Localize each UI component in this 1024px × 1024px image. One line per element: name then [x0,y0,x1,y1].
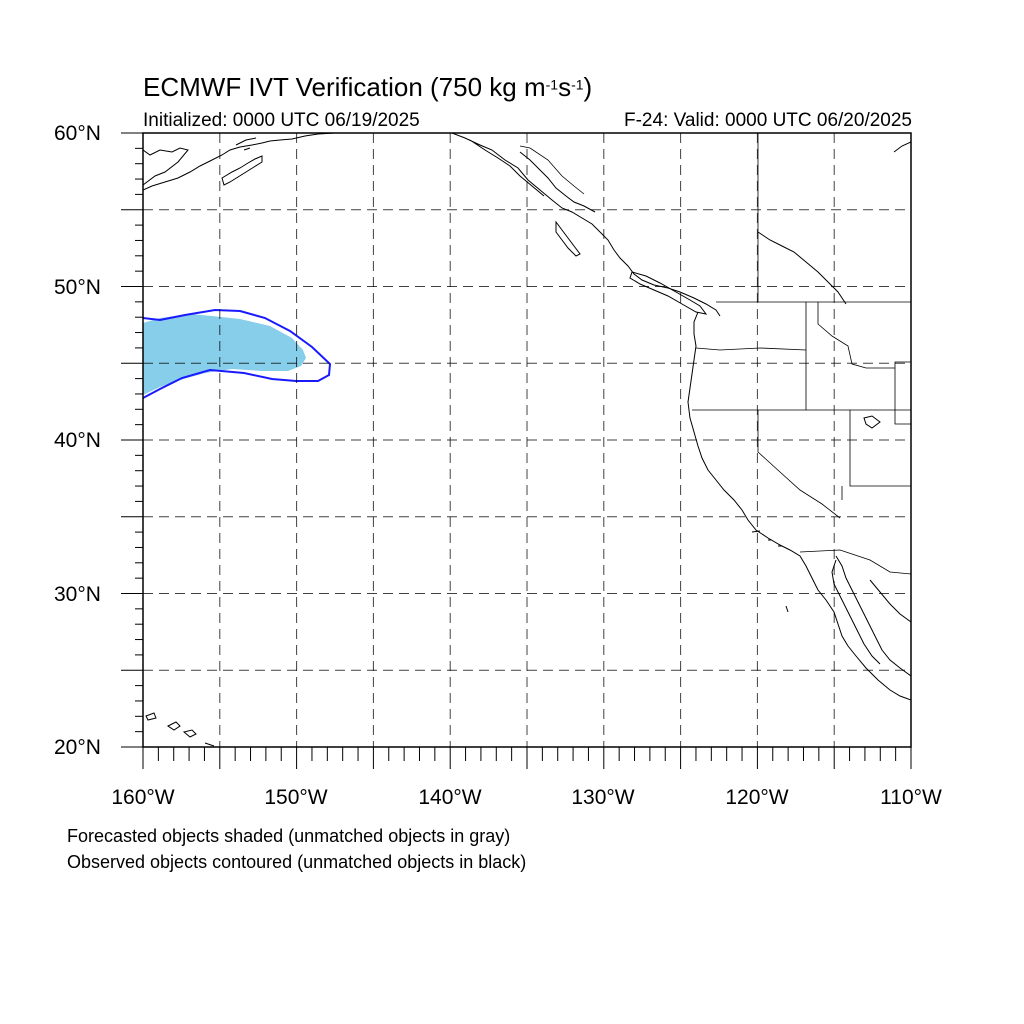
alaska-islands [235,137,257,151]
alaska-coast [143,133,336,191]
lon-label-130: 130°W [571,786,635,809]
lat-label-30: 30°N [54,583,101,606]
mexico-coast [869,579,911,623]
lat-label-40: 40°N [54,429,101,452]
title-mid: s [558,72,572,102]
lat-label-20: 20°N [54,736,101,759]
gulf-of-california [831,555,911,677]
map-plot [143,133,911,747]
note-observed: Observed objects contoured (unmatched ob… [67,852,527,872]
lon-label-140: 140°W [418,786,482,809]
us-west-coast [687,311,911,701]
forecast-object-shade [143,314,306,395]
title-exp2: -1 [571,76,584,93]
title-text: ECMWF IVT Verification (750 kg m [143,72,546,102]
lat-label-60: 60°N [54,122,101,145]
title-end: ) [583,72,593,102]
note-forecast: Forecasted objects shaded (unmatched obj… [67,826,511,846]
title-exp1: -1 [545,76,559,93]
lon-label-120: 120°W [725,786,789,809]
observed-object-contour [143,308,332,399]
ne-coast [893,141,911,153]
initialized-label: Initialized: 0000 UTC 06/19/2025 [143,110,420,131]
vancouver-island [629,271,708,315]
hawaii-islands [145,712,215,747]
lat-label-50: 50°N [54,276,101,299]
bc-coast [599,231,721,317]
state-borders [692,302,911,575]
channel-islands [751,530,789,613]
graticule [143,133,911,747]
haida-gwaii [555,220,581,257]
kodiak-coast [221,155,263,186]
lon-label-160: 160°W [111,786,175,809]
inland-lines [757,231,881,429]
lon-label-150: 150°W [264,786,328,809]
title-block: ECMWF IVT Verification (750 kg m-1s-1) [143,72,592,103]
panhandle-coast [451,133,601,233]
canada-borders [519,133,759,302]
valid-label: F-24: Valid: 0000 UTC 06/20/2025 [624,110,912,131]
axis-ticks [121,132,912,769]
lon-label-110: 110°W [880,786,942,809]
